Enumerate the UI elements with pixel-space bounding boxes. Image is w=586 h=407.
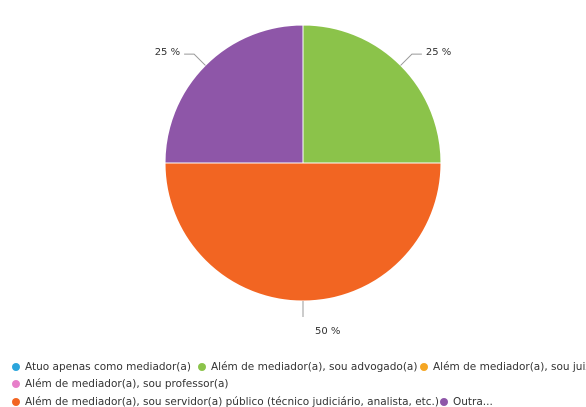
legend-label: Outra... xyxy=(453,396,493,407)
legend-label: Além de mediador(a), sou servidor(a) púb… xyxy=(25,396,439,407)
legend-swatch xyxy=(12,398,20,406)
legend-swatch xyxy=(198,363,206,371)
legend-swatch xyxy=(420,363,428,371)
legend-swatch xyxy=(12,363,20,371)
leader-line xyxy=(184,53,206,66)
legend-label: Além de mediador(a), sou advogado(a) xyxy=(211,361,417,373)
legend-swatch xyxy=(440,398,448,406)
leader-line xyxy=(400,53,422,66)
legend-label: Além de mediador(a), sou juiz(a) xyxy=(433,361,586,373)
pie-slice xyxy=(302,24,442,164)
value-label: 50 % xyxy=(315,326,340,337)
legend-label: Além de mediador(a), sou professor(a) xyxy=(25,378,229,390)
value-label: 25 % xyxy=(155,47,180,58)
legend-swatch xyxy=(12,380,20,388)
pie-slice xyxy=(164,24,304,164)
legend-label: Atuo apenas como mediador(a) xyxy=(25,361,191,373)
pie-slice xyxy=(164,162,442,302)
value-label: 25 % xyxy=(426,47,451,58)
